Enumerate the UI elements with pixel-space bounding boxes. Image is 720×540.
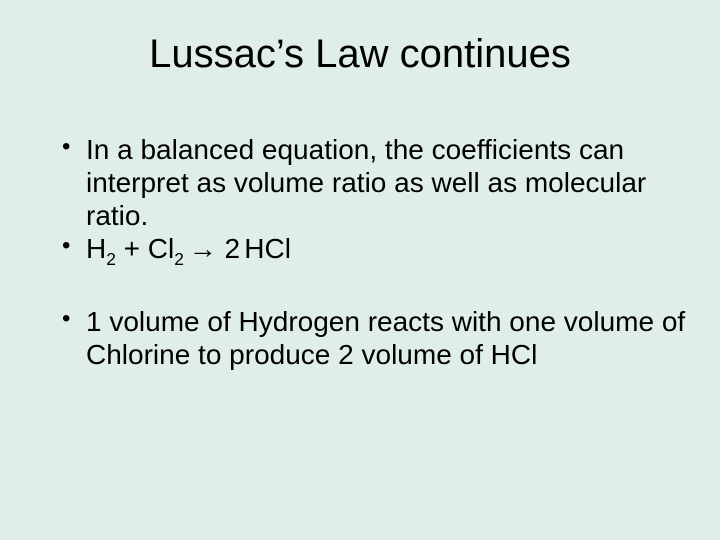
bullet-text: In a balanced equation, the coefficients… [86, 134, 646, 231]
bullet-list: In a balanced equation, the coefficients… [30, 133, 690, 371]
list-item: In a balanced equation, the coefficients… [62, 133, 690, 232]
list-item: H2 + Cl2 → 2HCl [62, 232, 690, 265]
list-item: 1 volume of Hydrogen reacts with one vol… [62, 305, 690, 371]
slide: Lussac’s Law continues In a balanced equ… [0, 0, 720, 540]
spacer [62, 265, 690, 305]
bullet-text: 1 volume of Hydrogen reacts with one vol… [86, 306, 685, 370]
equation: H2 + Cl2 → 2HCl [86, 233, 291, 264]
page-title: Lussac’s Law continues [30, 32, 690, 77]
